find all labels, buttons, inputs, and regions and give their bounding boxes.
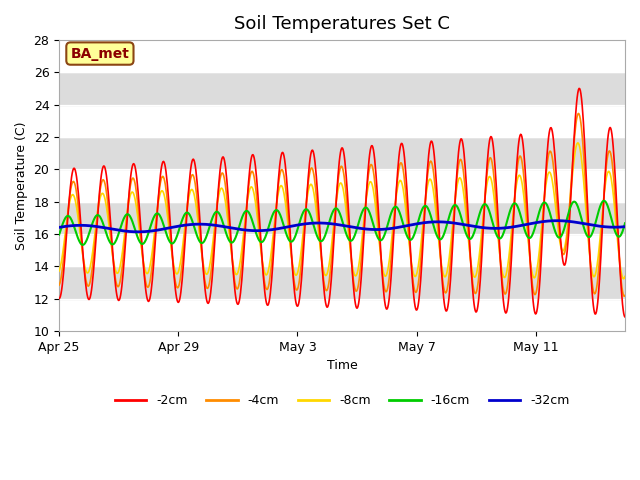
Bar xyxy=(59,105,625,137)
Bar xyxy=(59,266,625,299)
Title: Soil Temperatures Set C: Soil Temperatures Set C xyxy=(234,15,450,33)
Bar xyxy=(59,202,625,234)
Bar xyxy=(59,137,625,169)
X-axis label: Time: Time xyxy=(326,359,358,372)
Bar xyxy=(59,72,625,105)
Legend: -2cm, -4cm, -8cm, -16cm, -32cm: -2cm, -4cm, -8cm, -16cm, -32cm xyxy=(110,389,574,412)
Bar xyxy=(59,40,625,72)
Bar xyxy=(59,299,625,331)
Bar xyxy=(59,234,625,266)
Text: BA_met: BA_met xyxy=(70,47,129,60)
Y-axis label: Soil Temperature (C): Soil Temperature (C) xyxy=(15,121,28,250)
Bar xyxy=(59,169,625,202)
